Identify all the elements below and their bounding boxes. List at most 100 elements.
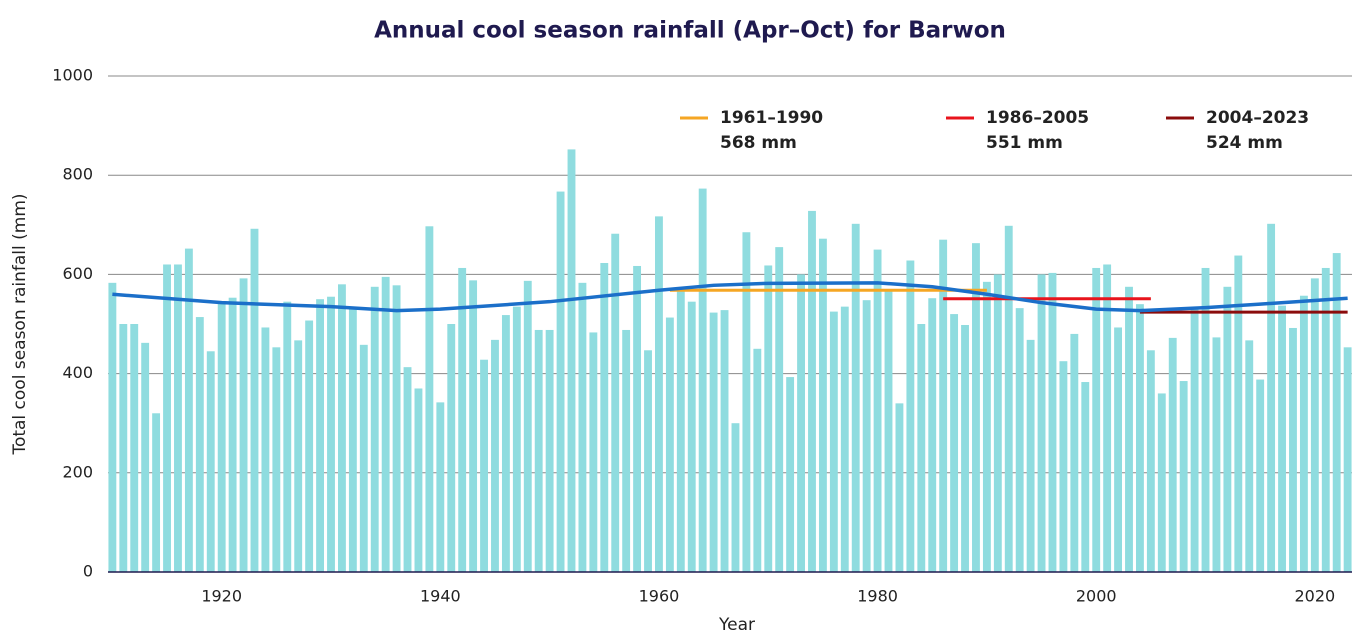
y-axis-label: Total cool season rainfall (mm) <box>10 193 30 455</box>
bar <box>359 344 368 572</box>
legend-value: 524 mm <box>1206 133 1283 153</box>
bar <box>764 265 773 572</box>
bar <box>217 301 226 572</box>
bar <box>917 324 926 572</box>
bar <box>862 300 871 572</box>
bar <box>1037 274 1046 572</box>
x-tick-label: 1980 <box>857 587 898 606</box>
bar <box>622 329 631 572</box>
bar <box>1343 347 1352 572</box>
bar <box>676 290 685 572</box>
bar <box>261 327 270 572</box>
bar <box>1059 361 1068 572</box>
bar <box>512 306 521 572</box>
bar <box>250 228 259 572</box>
bar <box>1278 305 1286 572</box>
bar <box>436 402 445 572</box>
bar <box>698 188 707 573</box>
bar <box>873 249 882 572</box>
bar <box>163 264 171 572</box>
bar <box>152 413 161 572</box>
bar <box>305 320 314 572</box>
bar <box>655 216 663 573</box>
bar <box>589 332 598 572</box>
bar <box>184 248 193 572</box>
bar <box>742 232 751 573</box>
bar <box>972 243 980 573</box>
legend-label: 2004–2023 <box>1206 108 1309 128</box>
bar <box>119 324 128 572</box>
x-axis-label: Year <box>718 615 755 635</box>
bar <box>1321 267 1330 572</box>
bar <box>808 210 816 573</box>
bar <box>906 260 915 572</box>
bar <box>1179 381 1188 572</box>
bar <box>950 314 959 572</box>
x-tick-label: 1920 <box>201 587 242 606</box>
bar <box>414 388 423 572</box>
bar <box>1081 382 1090 572</box>
bar <box>1234 255 1243 572</box>
bar <box>633 265 642 572</box>
bar <box>545 329 554 572</box>
bar <box>327 296 335 572</box>
bar <box>829 311 838 572</box>
bar <box>993 274 1002 572</box>
bar <box>491 339 499 572</box>
chart-title: Annual cool season rainfall (Apr–Oct) fo… <box>374 18 1006 44</box>
bar <box>1223 286 1232 572</box>
bar <box>895 403 904 572</box>
bar <box>665 317 674 572</box>
bar <box>1157 393 1166 572</box>
bar <box>928 298 937 572</box>
bar <box>272 347 281 572</box>
x-tick-label: 1940 <box>420 587 461 606</box>
bar <box>731 423 740 572</box>
bar <box>1168 337 1177 572</box>
bar <box>1256 379 1265 572</box>
bar <box>786 377 795 572</box>
bar <box>1289 327 1297 572</box>
bar <box>1070 333 1079 572</box>
bar <box>709 312 718 572</box>
bar <box>1114 327 1123 572</box>
y-tick-label: 1000 <box>52 66 93 85</box>
bar <box>644 350 652 572</box>
bar <box>130 324 139 572</box>
bar <box>370 286 379 572</box>
bar <box>1190 309 1199 572</box>
bar <box>108 282 117 572</box>
bar <box>1135 304 1144 572</box>
bar <box>1201 267 1210 572</box>
bar <box>447 324 456 572</box>
bar <box>982 281 991 572</box>
x-tick-label: 2000 <box>1076 587 1117 606</box>
bar <box>337 284 346 572</box>
bar <box>392 285 401 572</box>
bar <box>884 289 893 572</box>
y-tick-label: 200 <box>62 462 93 481</box>
bar <box>1026 339 1035 572</box>
bar <box>1299 295 1308 572</box>
bar <box>239 278 248 572</box>
bar <box>228 297 237 572</box>
bar <box>294 340 303 572</box>
bar <box>1004 225 1013 573</box>
bar <box>567 149 576 572</box>
bar <box>818 238 827 573</box>
bar <box>556 191 565 572</box>
bar <box>1332 253 1341 572</box>
bar <box>141 342 150 572</box>
bar <box>316 299 325 572</box>
bar <box>797 274 805 572</box>
bar <box>283 301 292 572</box>
bar <box>578 282 587 572</box>
bar <box>206 351 215 572</box>
bar <box>1245 340 1254 572</box>
bar <box>720 310 729 572</box>
legend-label: 1961–1990 <box>720 108 823 128</box>
bar <box>1146 350 1155 572</box>
bar <box>501 315 510 572</box>
bar <box>1125 286 1133 572</box>
